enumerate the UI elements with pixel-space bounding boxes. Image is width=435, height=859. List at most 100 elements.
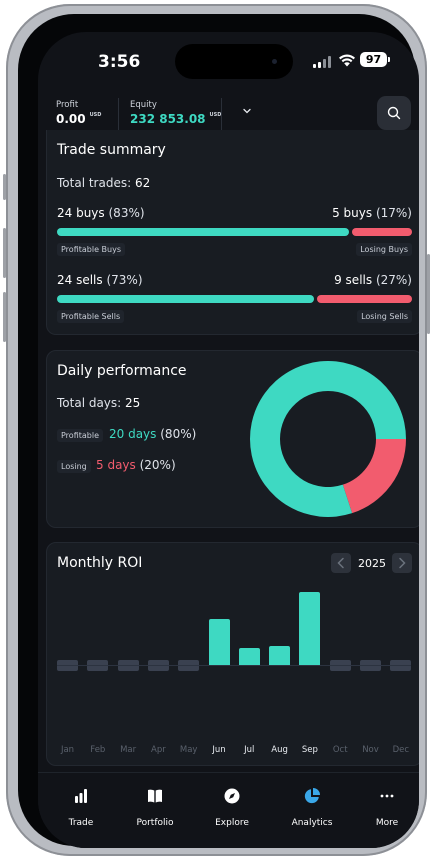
losing-buys-pct: (17%) <box>375 206 412 220</box>
tab-analytics[interactable]: Analytics <box>282 785 342 829</box>
total-days: Total days: 25 <box>57 396 140 410</box>
profitable-sells-text: 24 sells (73%) <box>57 273 143 287</box>
chevron-down-icon[interactable] <box>242 106 252 116</box>
tab-label: Analytics <box>291 818 333 828</box>
monthly-roi-title: Monthly ROI <box>57 555 143 571</box>
profit-unit: USD <box>89 112 102 118</box>
donut-slice-losing <box>342 439 406 514</box>
profitable-days-pct: (80%) <box>160 427 197 441</box>
losing-sells-bar <box>317 295 412 303</box>
roi-bar <box>299 592 321 665</box>
monthly-roi-chart: Jan Feb Mar Apr May Jun Jul Aug Sep Oct Nov Dec <box>47 543 419 765</box>
dynamic-island <box>175 44 293 79</box>
month-label: Feb <box>90 745 106 755</box>
account-header: Profit 0.00 USD Equity 232 853.08 USD <box>38 90 419 144</box>
equity-block: Equity 232 853.08 USD <box>130 100 221 126</box>
screen: 3:56 97 Profit 0.00 <box>38 32 419 848</box>
roi-bar <box>269 646 291 665</box>
profitable-sells-pct: (73%) <box>106 273 143 287</box>
bezel: 3:56 97 Profit 0.00 <box>18 14 419 848</box>
losing-buys-count: 5 buys <box>332 206 373 220</box>
equity-value: 232 853.08 <box>130 112 206 126</box>
daily-performance-card: Daily performance Total days: 25 Profita… <box>46 350 419 528</box>
tab-portfolio[interactable]: Portfolio <box>125 785 185 829</box>
month-label: Aug <box>271 745 288 755</box>
profitable-buys-bar <box>57 228 349 236</box>
losing-buys-text: 5 buys (17%) <box>332 206 412 220</box>
month-label: Jun <box>212 745 226 755</box>
losing-sells-tag: Losing Sells <box>357 310 412 323</box>
month-label: Mar <box>120 745 137 755</box>
action-button <box>3 174 6 200</box>
profit-block: Profit 0.00 USD <box>56 100 101 126</box>
status-time: 3:56 <box>98 52 141 72</box>
total-days-value: 25 <box>125 396 141 410</box>
divider <box>221 98 222 132</box>
compass-icon <box>224 788 240 804</box>
daily-performance-title: Daily performance <box>57 363 187 379</box>
chevron-right-icon <box>399 557 406 569</box>
camera-icon <box>272 59 277 64</box>
roi-bar <box>208 619 230 665</box>
status-bar: 3:56 97 <box>38 32 419 88</box>
tab-trade[interactable]: Trade <box>51 785 111 829</box>
book-icon <box>148 789 162 803</box>
pie-chart-icon <box>304 788 320 804</box>
losing-sells-pct: (27%) <box>375 273 412 287</box>
bar-chart-icon <box>75 789 87 803</box>
power-button <box>427 254 430 334</box>
profitable-buys-pct: (83%) <box>108 206 145 220</box>
month-label: Jan <box>60 745 75 755</box>
total-trades: Total trades: 62 <box>57 176 150 190</box>
losing-days-pct: (20%) <box>139 458 176 472</box>
divider <box>118 98 119 132</box>
battery-indicator: 97 <box>360 52 390 67</box>
total-days-label: Total days: <box>57 396 122 410</box>
next-year-button[interactable] <box>392 553 412 573</box>
profitable-buys-count: 24 buys <box>57 206 105 220</box>
year-label: 2025 <box>358 557 386 570</box>
profitable-days-tag: Profitable <box>57 429 103 442</box>
month-label: Apr <box>151 745 166 755</box>
losing-buys-bar <box>352 228 412 236</box>
roi-bar <box>238 648 260 665</box>
month-label: Nov <box>362 745 379 755</box>
month-label: Oct <box>332 745 348 755</box>
tab-more[interactable]: More <box>357 785 417 829</box>
search-icon <box>387 106 401 120</box>
losing-sells-count: 9 sells <box>334 273 373 287</box>
wifi-icon <box>339 54 355 67</box>
profitable-days-count: 20 days <box>109 427 157 441</box>
profitable-buys-text: 24 buys (83%) <box>57 206 145 220</box>
losing-days-text: 5 days (20%) <box>96 458 176 472</box>
profit-label: Profit <box>56 100 79 110</box>
losing-days-tag: Losing <box>57 460 91 473</box>
trade-summary-title: Trade summary <box>57 142 166 158</box>
profitable-sells-bar <box>57 295 314 303</box>
profitable-sells-tag: Profitable Sells <box>57 310 125 323</box>
daily-performance-donut <box>250 361 406 517</box>
monthly-roi-card: Monthly ROI 2025 Jan Feb Mar Apr May Jun Jul Au… <box>46 542 419 766</box>
tab-label: Trade <box>68 818 94 828</box>
donut-slice-profitable <box>250 361 406 517</box>
equity-label: Equity <box>130 100 157 110</box>
month-label: Dec <box>392 745 410 755</box>
losing-days-count: 5 days <box>96 458 136 472</box>
prev-year-button[interactable] <box>331 553 351 573</box>
chevron-left-icon <box>337 557 344 569</box>
month-label: May <box>179 745 198 755</box>
trade-summary-card: Trade summary Total trades: 62 24 buys (… <box>46 130 419 335</box>
equity-unit: USD <box>209 112 222 118</box>
month-label: Sep <box>301 745 318 755</box>
tab-label: Explore <box>215 818 249 828</box>
tab-explore[interactable]: Explore <box>202 785 262 829</box>
more-dots-icon <box>380 794 394 798</box>
total-trades-value: 62 <box>134 176 151 190</box>
phone-frame: 3:56 97 Profit 0.00 <box>3 4 430 856</box>
volume-up-button <box>3 228 6 278</box>
volume-down-button <box>3 292 6 342</box>
search-button[interactable] <box>377 96 411 130</box>
losing-sells-text: 9 sells (27%) <box>334 273 412 287</box>
tab-label: More <box>375 818 399 828</box>
roi-baseline <box>57 665 411 666</box>
